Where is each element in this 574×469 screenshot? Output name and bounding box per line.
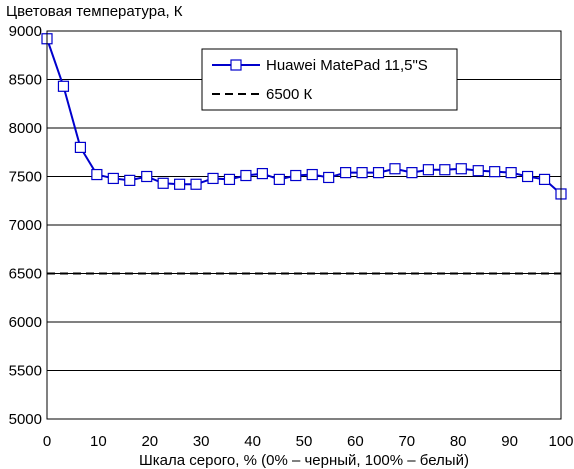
plot-frame [46,30,562,420]
x-tick-label: 100 [548,433,573,450]
data-point-huawei [240,169,252,182]
data-point-huawei [323,171,335,184]
data-point-huawei [505,167,517,179]
data-point-huawei [306,168,318,181]
data-point-huawei [256,167,268,180]
data-point-huawei [124,174,136,186]
legend-label-6500k: 6500 К [266,86,313,103]
data-point-huawei [521,170,534,183]
legend-label-huawei: Huawei MatePad 11,5"S [266,57,428,74]
y-tick-label: 8500 [9,72,42,89]
y-tick-label: 6000 [9,314,42,331]
legend: Huawei MatePad 11,5"S 6500 К [201,48,458,111]
data-point-huawei [356,167,368,179]
data-point-huawei [57,80,70,92]
x-tick-label: 0 [43,433,51,450]
x-tick-label: 30 [193,433,210,450]
x-tick-label: 60 [347,433,364,450]
x-tick-label: 50 [296,433,313,450]
x-tick-label: 70 [398,433,415,450]
y-tick-label: 5000 [9,411,42,428]
data-point-huawei [372,167,385,179]
data-point-huawei [207,172,219,185]
tick-labels: 5000 5500 6000 6500 7000 7500 8000 8500 9000 0 10 2… [9,23,574,450]
legend-marker-huawei [230,59,242,71]
data-point-huawei [223,173,236,186]
data-point-huawei [538,173,551,186]
x-axis-title: Шкала серого, % (0% – черный, 100% – бел… [139,452,469,469]
data-point-huawei [190,178,202,190]
data-point-huawei [439,164,451,176]
data-point-huawei [74,141,87,153]
series-layer [41,33,567,275]
x-tick-label: 40 [244,433,261,450]
data-point-huawei [472,165,484,177]
x-tick-label: 20 [141,433,158,450]
y-tick-label: 7500 [9,169,42,186]
data-point-huawei [455,163,467,175]
data-point-huawei [290,169,302,182]
data-point-huawei [141,170,153,183]
y-tick-label: 8000 [9,120,42,137]
y-axis-title: Цветовая температура, К [6,3,183,20]
x-tick-label: 10 [90,433,107,450]
data-point-huawei [273,173,285,186]
data-point-huawei [340,167,352,179]
data-point-huawei [489,166,501,178]
y-tick-label: 5500 [9,363,42,380]
data-point-huawei [91,168,103,181]
y-tick-label: 6500 [9,266,42,283]
x-tick-label: 90 [501,433,518,450]
data-point-huawei [157,177,169,189]
legend-box [201,48,458,111]
y-tick-label: 7000 [9,217,42,234]
data-point-huawei [389,163,401,175]
data-point-huawei [174,178,186,190]
y-tick-label: 9000 [9,23,42,40]
data-point-huawei [406,167,418,179]
x-tick-label: 80 [450,433,467,450]
data-point-huawei [107,172,119,185]
data-point-huawei [422,164,434,176]
